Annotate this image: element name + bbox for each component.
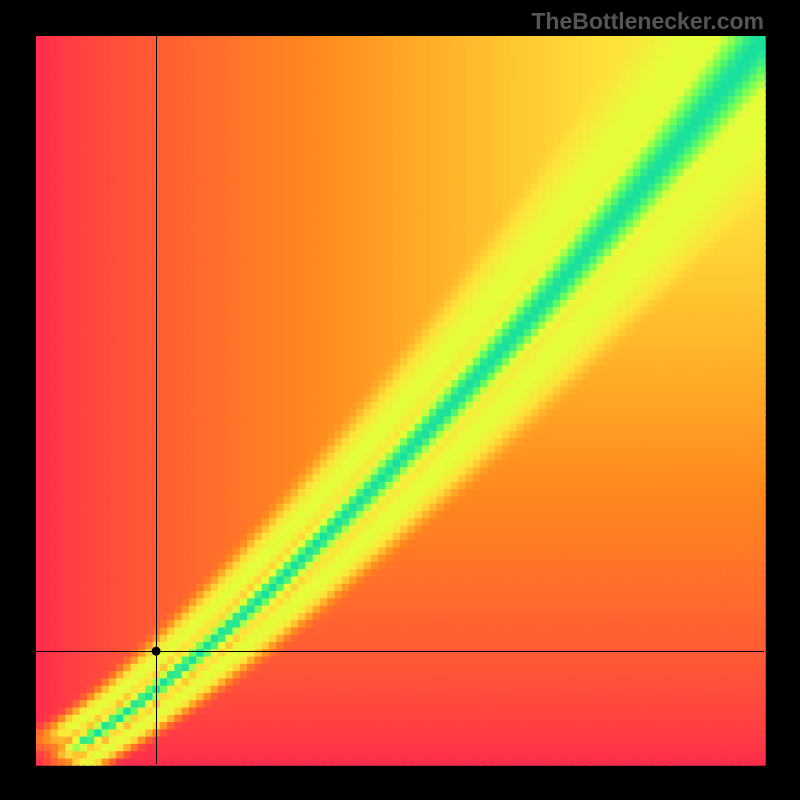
watermark-text: TheBottlenecker.com xyxy=(531,8,764,35)
bottleneck-heatmap xyxy=(0,0,800,800)
